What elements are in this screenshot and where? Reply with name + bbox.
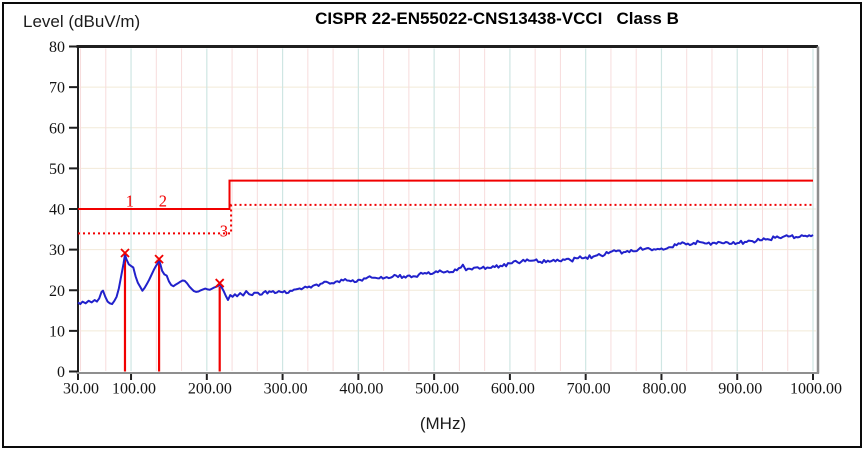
peak-marker-number-3: 3 xyxy=(220,221,228,240)
emission-trace xyxy=(77,234,814,306)
x-tick-label: 100.00 xyxy=(112,381,156,398)
peak-marker-labels: 1 2 3 xyxy=(120,191,228,288)
y-axis-title: Level (dBuV/m) xyxy=(23,12,141,31)
class-b-limit-line xyxy=(78,179,813,210)
peak-markers xyxy=(123,256,221,372)
x-tick-label: 300.00 xyxy=(264,381,308,398)
y-tick-label: 0 xyxy=(57,364,65,381)
y-tick-label: 50 xyxy=(49,161,65,178)
gridlines xyxy=(79,48,816,371)
peak-x-icon xyxy=(120,248,130,258)
y-axis-ticks: 0 10 20 30 40 50 60 70 80 xyxy=(49,39,77,381)
x-tick-label: 200.00 xyxy=(188,381,232,398)
y-tick-label: 60 xyxy=(49,120,65,137)
peak-marker-number-1: 1 xyxy=(126,191,134,210)
y-tick-label: 30 xyxy=(49,242,65,259)
margin-limit-line xyxy=(78,203,813,235)
y-tick-label: 10 xyxy=(49,323,65,340)
chart-title: CISPR 22-EN55022-CNS13438-VCCI Class B xyxy=(315,9,679,28)
peak-x-icon xyxy=(215,278,225,288)
x-tick-label: 400.00 xyxy=(339,381,383,398)
x-tick-label: 1000.00 xyxy=(790,381,842,398)
y-tick-label: 40 xyxy=(49,202,65,219)
x-axis-title: (MHz) xyxy=(419,414,467,433)
x-tick-label: 500.00 xyxy=(415,381,459,398)
y-tick-label: 80 xyxy=(49,39,65,56)
x-axis-ticks: 30.00 100.00 200.00 300.00 400.00 500.00 600.0… xyxy=(63,374,842,398)
x-tick-label: 900.00 xyxy=(718,381,762,398)
y-tick-label: 20 xyxy=(49,283,65,300)
peak-marker-number-2: 2 xyxy=(159,191,167,210)
y-tick-label: 70 xyxy=(49,80,65,97)
peak-x-icon xyxy=(154,254,164,264)
x-tick-label: 30.00 xyxy=(63,381,99,398)
x-tick-label: 700.00 xyxy=(567,381,611,398)
x-tick-label: 800.00 xyxy=(642,381,686,398)
x-tick-label: 600.00 xyxy=(491,381,535,398)
